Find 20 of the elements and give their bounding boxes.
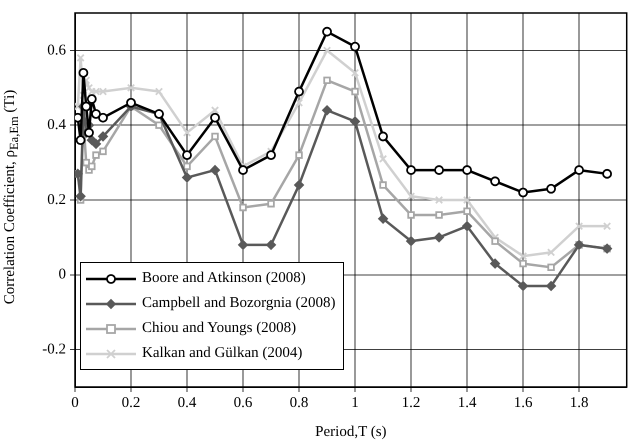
y-tick-label: -0.2 [42, 342, 66, 358]
x-tick-label: 0.2 [122, 394, 140, 411]
x-tick-label: 0.4 [178, 394, 197, 411]
x-tick-label: 0 [71, 394, 79, 411]
x-tick-label: 0.8 [290, 394, 308, 411]
legend-label: Chiou and Youngs (2008) [142, 320, 296, 336]
y-tick-label: 0.6 [47, 42, 66, 58]
x-axis-title: Period,T (s) [315, 424, 387, 440]
legend-label: Boore and Atkinson (2008) [142, 270, 306, 286]
y-tick-label: 0.4 [47, 117, 66, 134]
legend-label: Campbell and Bozorgnia (2008) [142, 295, 336, 311]
x-tick-label: 1.6 [514, 394, 533, 411]
y-tick-label: 0 [58, 266, 66, 283]
x-tick-label: 1.4 [458, 394, 477, 411]
x-tick-label: 0.6 [234, 394, 253, 411]
x-tick-label: 1.2 [402, 394, 420, 411]
y-tick-label: 0.2 [47, 192, 66, 208]
x-tick-label: 1 [351, 394, 359, 411]
legend-label: Kalkan and Gülkan (2004) [142, 345, 302, 361]
x-tick-label: 1.8 [570, 394, 588, 411]
